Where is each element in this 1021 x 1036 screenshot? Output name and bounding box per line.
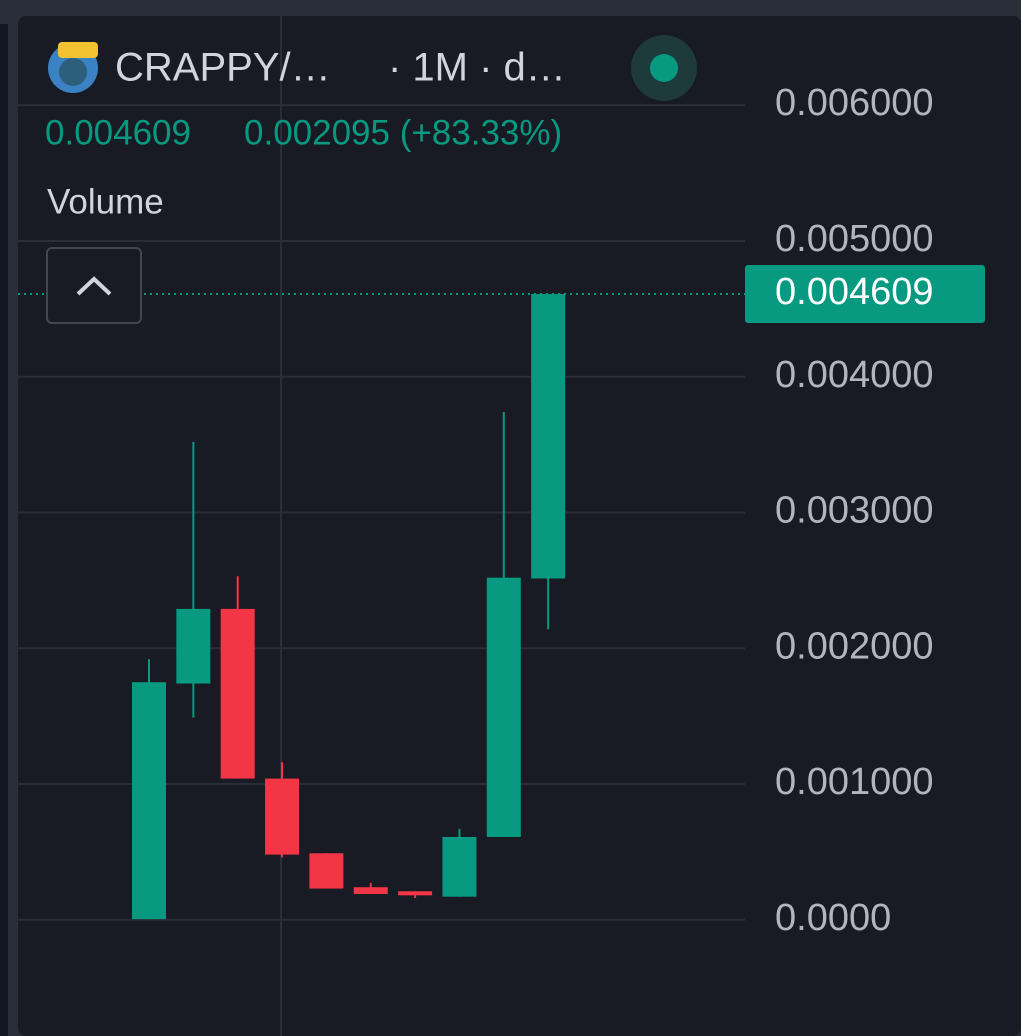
price-change: 0.002095 (+83.33%)	[244, 113, 562, 152]
candle-body	[265, 778, 300, 855]
y-tick-label: 0.006000	[775, 82, 934, 124]
collapse-button[interactable]	[46, 247, 142, 324]
y-tick-label: 0.002000	[775, 625, 934, 667]
token-badge	[58, 42, 98, 58]
left-edge	[0, 24, 8, 1036]
y-tick-label: 0.003000	[775, 490, 934, 532]
candles	[18, 293, 745, 920]
token-icon-inner	[59, 58, 87, 86]
y-tick-label: 0.001000	[775, 761, 934, 803]
candle-body	[309, 853, 344, 889]
y-tick-label: 0.005000	[775, 218, 934, 260]
chevron-icon	[76, 276, 112, 296]
candle-body	[353, 887, 388, 894]
candle-body	[531, 294, 566, 579]
interval: · 1M · d…	[388, 46, 566, 90]
status-dot	[650, 54, 678, 82]
candle-body	[220, 608, 255, 779]
y-tick-label: 0.0000	[775, 897, 891, 939]
candle-body	[442, 836, 477, 897]
last-price-badge	[745, 265, 985, 324]
candle-body	[176, 608, 211, 684]
candle-body	[132, 682, 166, 920]
volume-legend: Volume	[47, 182, 164, 221]
candle-body	[398, 891, 433, 896]
last-price-label: 0.004609	[775, 271, 934, 313]
symbol-title: CRAPPY/…	[115, 46, 331, 90]
last-price: 0.004609	[45, 113, 191, 152]
y-tick-label: 0.004000	[775, 354, 934, 396]
candle-body	[486, 577, 521, 837]
grid	[18, 104, 745, 921]
